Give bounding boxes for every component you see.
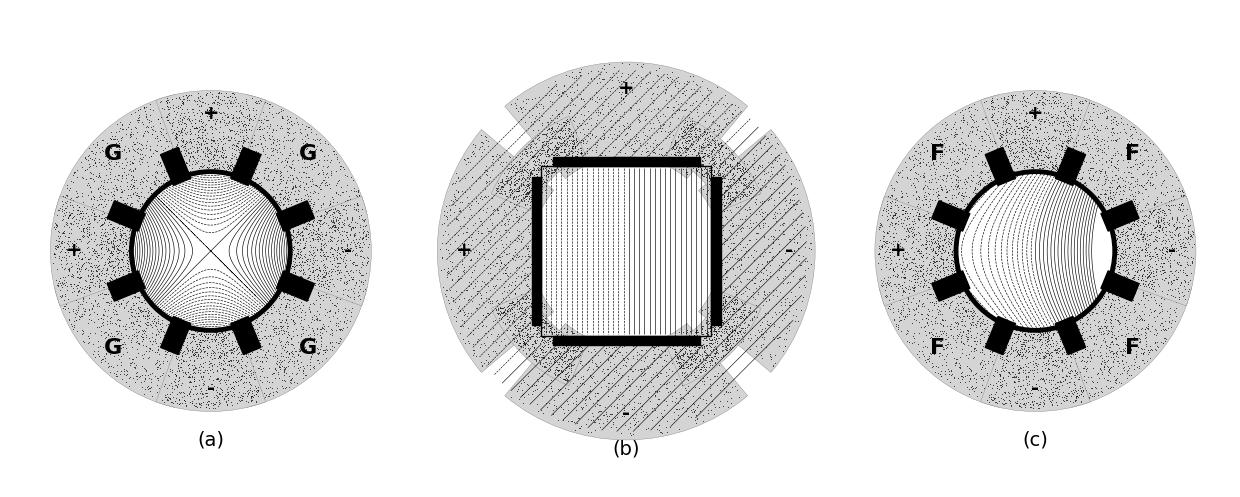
Polygon shape bbox=[277, 201, 315, 231]
Wedge shape bbox=[156, 90, 265, 176]
Text: +: + bbox=[455, 242, 472, 260]
Wedge shape bbox=[228, 269, 367, 408]
Text: F: F bbox=[1125, 338, 1141, 358]
Text: (b): (b) bbox=[613, 440, 640, 459]
Text: G: G bbox=[104, 338, 123, 358]
Polygon shape bbox=[532, 177, 541, 325]
Wedge shape bbox=[879, 94, 1018, 233]
Wedge shape bbox=[55, 269, 193, 408]
Polygon shape bbox=[161, 317, 191, 354]
Text: -: - bbox=[207, 379, 215, 398]
Text: F: F bbox=[1125, 144, 1141, 164]
Polygon shape bbox=[107, 271, 145, 301]
Polygon shape bbox=[1055, 148, 1085, 185]
Wedge shape bbox=[438, 130, 554, 372]
Polygon shape bbox=[1055, 317, 1085, 354]
Wedge shape bbox=[667, 116, 761, 210]
Wedge shape bbox=[1053, 269, 1192, 408]
Text: F: F bbox=[930, 144, 946, 164]
Polygon shape bbox=[986, 317, 1016, 354]
Polygon shape bbox=[231, 148, 260, 185]
Wedge shape bbox=[228, 94, 367, 233]
Wedge shape bbox=[981, 90, 1090, 176]
Text: G: G bbox=[299, 338, 317, 358]
Wedge shape bbox=[156, 326, 265, 412]
Polygon shape bbox=[712, 177, 720, 325]
Polygon shape bbox=[1101, 271, 1140, 301]
Wedge shape bbox=[51, 196, 136, 306]
Wedge shape bbox=[667, 292, 761, 386]
Wedge shape bbox=[505, 324, 748, 440]
Text: G: G bbox=[299, 144, 317, 164]
Text: (c): (c) bbox=[1023, 431, 1048, 450]
Polygon shape bbox=[931, 201, 970, 231]
Text: +: + bbox=[1027, 104, 1044, 123]
Wedge shape bbox=[285, 196, 371, 306]
Text: F: F bbox=[930, 338, 946, 358]
Polygon shape bbox=[986, 148, 1016, 185]
Text: -: - bbox=[622, 404, 630, 423]
Polygon shape bbox=[231, 317, 260, 354]
Polygon shape bbox=[277, 271, 315, 301]
Polygon shape bbox=[553, 336, 699, 345]
Wedge shape bbox=[879, 269, 1018, 408]
Polygon shape bbox=[1101, 201, 1140, 231]
Text: +: + bbox=[890, 242, 906, 260]
Text: -: - bbox=[1168, 242, 1177, 260]
Text: -: - bbox=[785, 242, 792, 260]
Wedge shape bbox=[1110, 196, 1195, 306]
Wedge shape bbox=[875, 196, 961, 306]
Polygon shape bbox=[553, 157, 699, 166]
Text: G: G bbox=[104, 144, 123, 164]
Wedge shape bbox=[491, 292, 585, 386]
Text: -: - bbox=[343, 242, 352, 260]
Text: +: + bbox=[66, 242, 82, 260]
Polygon shape bbox=[107, 201, 145, 231]
Wedge shape bbox=[505, 62, 748, 178]
Text: (a): (a) bbox=[197, 431, 224, 450]
Wedge shape bbox=[981, 326, 1090, 412]
Text: +: + bbox=[618, 79, 635, 98]
Wedge shape bbox=[55, 94, 193, 233]
Polygon shape bbox=[161, 148, 191, 185]
Text: +: + bbox=[202, 104, 219, 123]
Bar bbox=[541, 166, 712, 336]
Wedge shape bbox=[698, 130, 815, 372]
Polygon shape bbox=[931, 271, 970, 301]
Text: -: - bbox=[1032, 379, 1039, 398]
Wedge shape bbox=[1053, 94, 1192, 233]
Wedge shape bbox=[491, 116, 585, 210]
